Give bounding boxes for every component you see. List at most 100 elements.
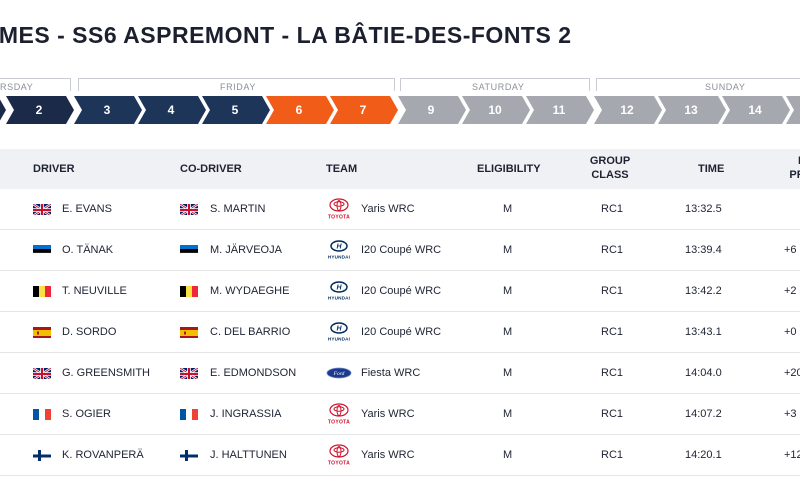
group-class-value: RC1 xyxy=(601,367,624,379)
group-class-value: RC1 xyxy=(601,244,624,256)
driver-name[interactable]: G. GREENSMITH xyxy=(62,367,151,379)
diff-prev: +3 xyxy=(784,408,797,420)
codriver-name[interactable]: J. HALTTUNEN xyxy=(210,449,287,461)
stage-chevron-shape xyxy=(462,96,530,124)
codriver-name[interactable]: M. JÄRVEOJA xyxy=(210,244,282,256)
codriver-flag-gb xyxy=(180,203,198,215)
stage-selector: 2 3 4 5 6 7 9 10 11 12 13 14 xyxy=(0,96,800,124)
stage-chevron-6[interactable]: 6 xyxy=(266,96,334,124)
codriver-flag-fr xyxy=(180,408,198,420)
stage-chevron-5[interactable]: 5 xyxy=(202,96,270,124)
codriver-name[interactable]: C. DEL BARRIO xyxy=(210,326,291,338)
svg-text:TOYOTA: TOYOTA xyxy=(328,215,350,221)
stage-chevron-11[interactable]: 11 xyxy=(526,96,594,124)
stage-chevron-next[interactable] xyxy=(786,96,800,124)
stage-chevron-7[interactable]: 7 xyxy=(330,96,398,124)
table-header: DRIVER CO-DRIVER TEAM ELIGIBILITY GROUP … xyxy=(0,149,800,189)
stage-chevron-shape xyxy=(202,96,270,124)
stage-chevron-4[interactable]: 4 xyxy=(138,96,206,124)
stage-number: 7 xyxy=(360,103,367,117)
stage-number: 3 xyxy=(104,103,111,117)
stage-number: 2 xyxy=(36,103,43,117)
stage-chevron-shape xyxy=(722,96,790,124)
stage-chevron-9[interactable]: 9 xyxy=(398,96,466,124)
codriver-name[interactable]: M. WYDAEGHE xyxy=(210,285,290,297)
eligibility-value: M xyxy=(503,408,513,420)
stage-chevron-13[interactable]: 13 xyxy=(658,96,726,124)
stage-number: 4 xyxy=(168,103,175,117)
driver-flag-fr xyxy=(33,408,51,420)
driver-flag-be xyxy=(33,285,51,297)
col-header-eligibility[interactable]: ELIGIBILITY xyxy=(477,163,541,175)
eligibility-value: M xyxy=(503,285,513,297)
eligibility-value: M xyxy=(503,203,513,215)
table-row[interactable]: S. OGIER J. INGRASSIA TOYOTA Yaris WRC M RC… xyxy=(0,394,800,435)
codriver-name[interactable]: E. EDMONDSON xyxy=(210,367,297,379)
stage-number: 11 xyxy=(553,103,566,117)
hyundai-logo-icon: H HYUNDAI xyxy=(324,239,354,266)
driver-name[interactable]: K. ROVANPERÄ xyxy=(62,449,144,461)
stage-time: 14:07.2 xyxy=(685,408,722,420)
col-header-diff[interactable]: D PR xyxy=(782,154,800,182)
codriver-flag-fi xyxy=(180,449,198,461)
stage-number: 9 xyxy=(428,103,435,117)
hyundai-logo-icon: H HYUNDAI xyxy=(324,321,354,348)
table-row[interactable]: G. GREENSMITH E. EDMONDSON Ford Fiesta W… xyxy=(0,353,800,394)
table-row[interactable]: E. EVANS S. MARTIN TOYOTA Yaris WRC M RC1 1… xyxy=(0,189,800,230)
stage-chevron-14[interactable]: 14 xyxy=(722,96,790,124)
table-row[interactable]: K. ROVANPERÄ J. HALTTUNEN TOYOTA Yaris WR… xyxy=(0,435,800,476)
thursday-bracket xyxy=(0,78,71,91)
eligibility-value: M xyxy=(503,244,513,256)
driver-flag-gb xyxy=(33,203,51,215)
table-row[interactable]: T. NEUVILLE M. WYDAEGHE H HYUNDAI I20 Cou… xyxy=(0,271,800,312)
stage-chevron-shape xyxy=(398,96,466,124)
col-header-team[interactable]: TEAM xyxy=(326,163,358,175)
col-header-group-line1: GROUP xyxy=(589,155,631,167)
codriver-flag-be xyxy=(180,285,198,297)
day-label-thursday: RSDAY xyxy=(0,82,34,92)
toyota-logo-icon: TOYOTA xyxy=(324,198,354,225)
ford-logo-icon: Ford xyxy=(324,362,354,389)
svg-text:Ford: Ford xyxy=(333,371,345,377)
col-header-time[interactable]: TIME xyxy=(698,163,725,175)
stage-chevron-12[interactable]: 12 xyxy=(594,96,662,124)
stage-time: 13:43.1 xyxy=(685,326,722,338)
car-model: I20 Coupé WRC xyxy=(361,244,442,256)
stage-chevron-3[interactable]: 3 xyxy=(74,96,142,124)
driver-name[interactable]: O. TÄNAK xyxy=(62,244,114,256)
svg-text:HYUNDAI: HYUNDAI xyxy=(328,296,350,301)
sunday-bracket xyxy=(596,78,800,91)
car-model: Yaris WRC xyxy=(361,203,415,215)
table-row[interactable]: D. SORDO C. DEL BARRIO H HYUNDAI I20 Coup… xyxy=(0,312,800,353)
codriver-name[interactable]: S. MARTIN xyxy=(210,203,266,215)
stage-number: 14 xyxy=(748,103,762,117)
stage-time: 14:04.0 xyxy=(685,367,722,379)
col-header-group[interactable]: GROUP CLASS xyxy=(588,154,632,182)
svg-text:H: H xyxy=(336,326,342,333)
diff-prev: +6 xyxy=(784,244,797,256)
stage-chevron-prev[interactable] xyxy=(0,96,6,124)
stage-chevron-10[interactable]: 10 xyxy=(462,96,530,124)
col-header-diff-line2: PR xyxy=(789,169,800,181)
driver-name[interactable]: E. EVANS xyxy=(62,203,112,215)
table-row[interactable]: O. TÄNAK M. JÄRVEOJA H HYUNDAI I20 Coupé … xyxy=(0,230,800,271)
stage-time: 14:20.1 xyxy=(685,449,722,461)
group-class-value: RC1 xyxy=(601,203,624,215)
car-model: I20 Coupé WRC xyxy=(361,285,442,297)
stage-chevron-shape xyxy=(330,96,398,124)
stage-chevron-2[interactable]: 2 xyxy=(6,96,74,124)
stage-number: 13 xyxy=(684,103,698,117)
svg-text:TOYOTA: TOYOTA xyxy=(328,420,350,426)
driver-flag-gb xyxy=(33,367,51,379)
codriver-name[interactable]: J. INGRASSIA xyxy=(210,408,282,420)
driver-name[interactable]: D. SORDO xyxy=(62,326,117,338)
stage-number: 5 xyxy=(232,103,239,117)
svg-text:HYUNDAI: HYUNDAI xyxy=(328,255,350,260)
col-header-codriver[interactable]: CO-DRIVER xyxy=(180,163,242,175)
driver-name[interactable]: T. NEUVILLE xyxy=(62,285,127,297)
col-header-driver[interactable]: DRIVER xyxy=(33,163,75,175)
group-class-value: RC1 xyxy=(601,449,624,461)
stage-chevron-shape xyxy=(658,96,726,124)
stage-number: 10 xyxy=(488,103,502,117)
driver-name[interactable]: S. OGIER xyxy=(62,408,111,420)
